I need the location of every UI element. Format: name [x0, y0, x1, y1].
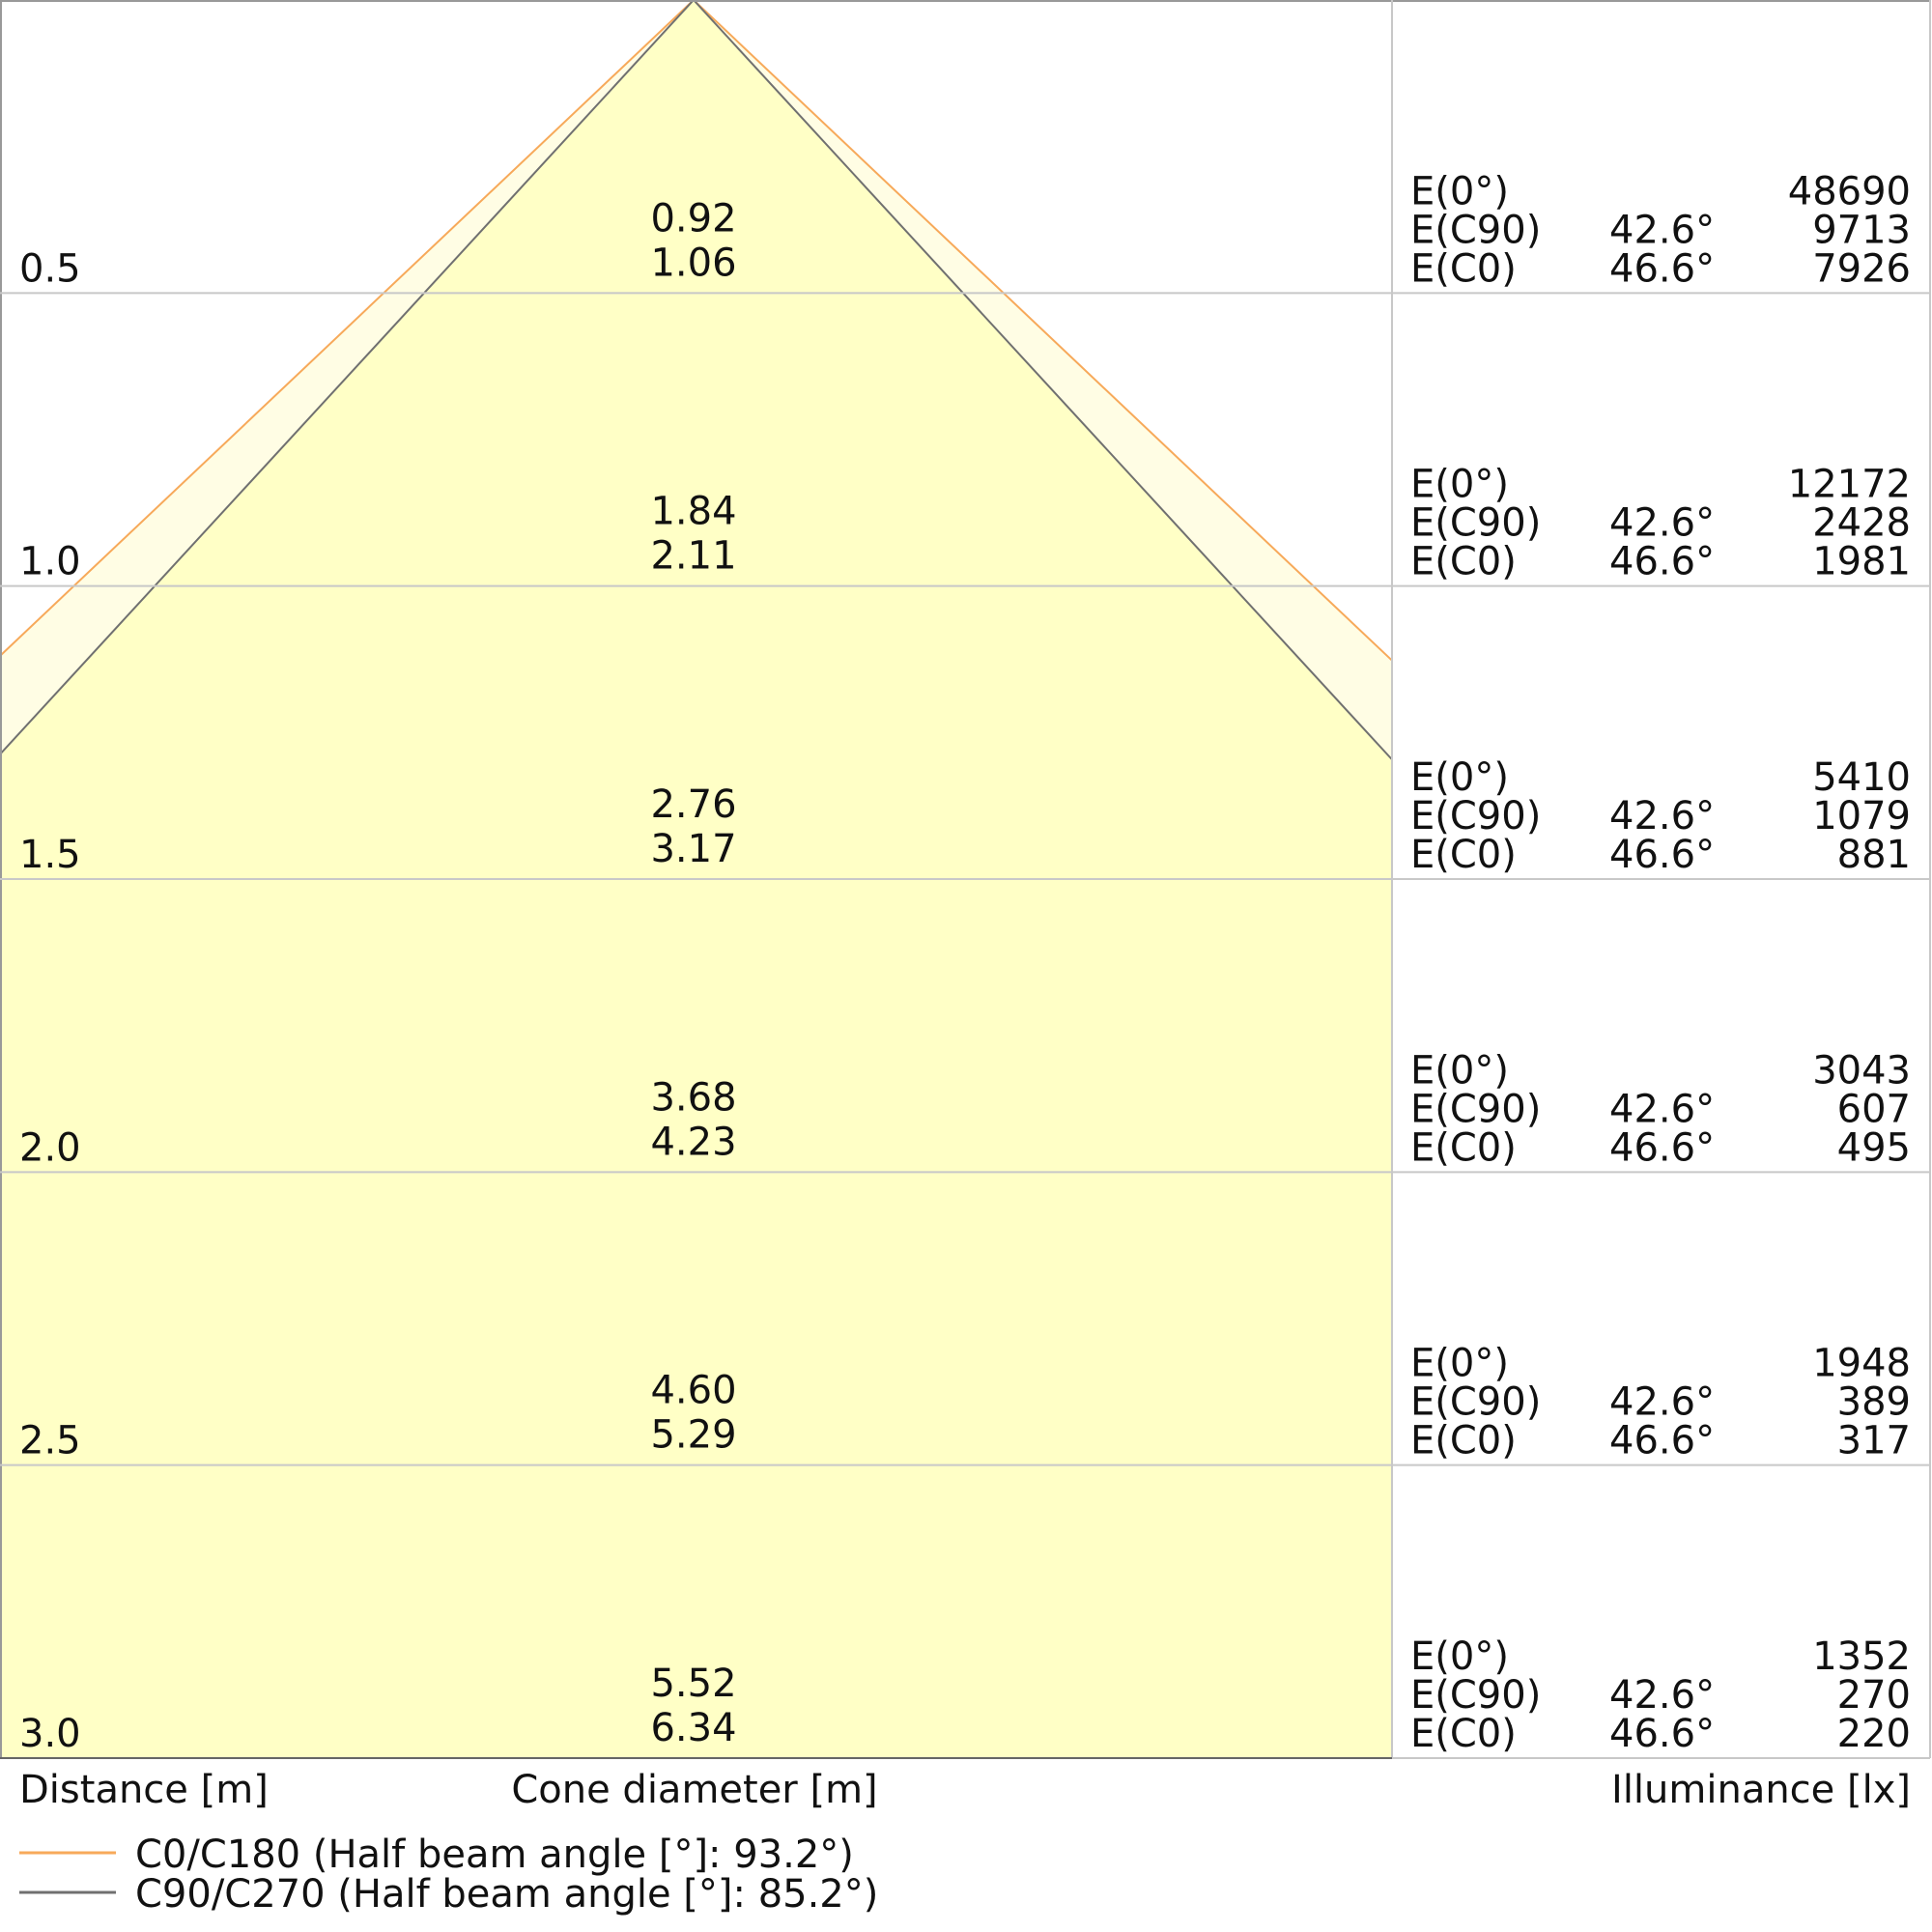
- illuminance-name-ec0: E(C0): [1410, 540, 1517, 584]
- illuminance-value-e0: 1352: [1812, 1634, 1911, 1679]
- diameter-c0-label: 6.34: [650, 1706, 736, 1750]
- diameter-c0-label: 1.06: [650, 241, 736, 285]
- diameter-c90-label: 2.76: [650, 782, 736, 827]
- angle-ec0: 46.6°: [1609, 246, 1715, 291]
- illuminance-name-ec90: E(C90): [1410, 1087, 1541, 1131]
- illuminance-name-ec0: E(C0): [1410, 1125, 1517, 1170]
- legend-label-c0: C0/C180 (Half beam angle [°]: 93.2°): [135, 1833, 854, 1877]
- illuminance-name-ec0: E(C0): [1410, 246, 1517, 291]
- illuminance-value-ec90: 1079: [1812, 794, 1911, 838]
- diameter-c90-label: 0.92: [650, 196, 736, 241]
- distance-label: 2.0: [19, 1125, 81, 1170]
- illuminance-value-ec90: 389: [1837, 1380, 1911, 1425]
- illuminance-value-ec0: 881: [1837, 833, 1911, 877]
- illuminance-name-e0: E(0°): [1410, 169, 1509, 213]
- illuminance-value-ec0: 495: [1837, 1125, 1911, 1170]
- distance-label: 2.5: [19, 1419, 81, 1463]
- illuminance-value-e0: 48690: [1788, 169, 1911, 213]
- illuminance-name-e0: E(0°): [1410, 463, 1509, 507]
- diameter-c90-label: 4.60: [650, 1369, 736, 1413]
- angle-ec90: 42.6°: [1609, 1673, 1715, 1718]
- distance-label: 0.5: [19, 246, 81, 291]
- labels: 0.5 0.921.06 E(0°) 48690 E(C90) 42.6° 9713 E(C0…: [19, 169, 1911, 1756]
- illuminance-name-ec0: E(C0): [1410, 1419, 1517, 1463]
- illuminance-value-ec0: 220: [1837, 1712, 1911, 1756]
- illuminance-name-ec90: E(C90): [1410, 501, 1541, 546]
- angle-ec0: 46.6°: [1609, 833, 1715, 877]
- angle-ec0: 46.6°: [1609, 1125, 1715, 1170]
- illuminance-value-ec0: 7926: [1812, 246, 1911, 291]
- angle-ec90: 42.6°: [1609, 1380, 1715, 1425]
- cone-c90-edge: [0, 0, 1393, 760]
- illuminance-value-e0: 12172: [1788, 463, 1911, 507]
- illuminance-name-ec90: E(C90): [1410, 794, 1541, 838]
- illuminance-name-ec90: E(C90): [1410, 208, 1541, 252]
- distance-label: 1.0: [19, 540, 81, 584]
- illuminance-name-ec0: E(C0): [1410, 1712, 1517, 1756]
- grid: [0, 0, 1931, 1759]
- illuminance-value-ec0: 317: [1837, 1419, 1911, 1463]
- diameter-c90-label: 5.52: [650, 1662, 736, 1706]
- illuminance-value-e0: 5410: [1812, 755, 1911, 800]
- diameter-c0-label: 4.23: [650, 1120, 736, 1164]
- angle-ec90: 42.6°: [1609, 794, 1715, 838]
- x-label-distance: Distance [m]: [19, 1768, 269, 1812]
- angle-ec90: 42.6°: [1609, 208, 1715, 252]
- angle-ec0: 46.6°: [1609, 540, 1715, 584]
- illuminance-value-ec0: 1981: [1812, 540, 1911, 584]
- diameter-c0-label: 2.11: [650, 534, 736, 579]
- diameter-c0-label: 3.17: [650, 827, 736, 871]
- illuminance-value-ec90: 2428: [1812, 501, 1911, 546]
- cone-c0-edge: [0, 0, 1393, 662]
- x-label-cone-diameter: Cone diameter [m]: [511, 1768, 877, 1812]
- illuminance-value-ec90: 9713: [1812, 208, 1911, 252]
- distance-label: 1.5: [19, 833, 81, 877]
- diameter-c0-label: 5.29: [650, 1413, 736, 1458]
- illuminance-name-e0: E(0°): [1410, 1048, 1509, 1093]
- distance-label: 3.0: [19, 1712, 81, 1756]
- legend-label-c90: C90/C270 (Half beam angle [°]: 85.2°): [135, 1872, 878, 1917]
- angle-ec0: 46.6°: [1609, 1419, 1715, 1463]
- illuminance-name-ec90: E(C90): [1410, 1673, 1541, 1718]
- diameter-c90-label: 1.84: [650, 490, 736, 534]
- illuminance-value-e0: 1948: [1812, 1342, 1911, 1386]
- x-label-illuminance: Illuminance [lx]: [1611, 1768, 1911, 1812]
- illuminance-value-ec90: 270: [1837, 1673, 1911, 1718]
- illuminance-name-e0: E(0°): [1410, 1342, 1509, 1386]
- illuminance-name-e0: E(0°): [1410, 755, 1509, 800]
- illuminance-name-ec90: E(C90): [1410, 1380, 1541, 1425]
- angle-ec90: 42.6°: [1609, 501, 1715, 546]
- diameter-c90-label: 3.68: [650, 1075, 736, 1120]
- angle-ec90: 42.6°: [1609, 1087, 1715, 1131]
- illuminance-name-ec0: E(C0): [1410, 833, 1517, 877]
- illuminance-value-e0: 3043: [1812, 1048, 1911, 1093]
- illuminance-value-ec90: 607: [1837, 1087, 1911, 1131]
- angle-ec0: 46.6°: [1609, 1712, 1715, 1756]
- illuminance-name-e0: E(0°): [1410, 1634, 1509, 1679]
